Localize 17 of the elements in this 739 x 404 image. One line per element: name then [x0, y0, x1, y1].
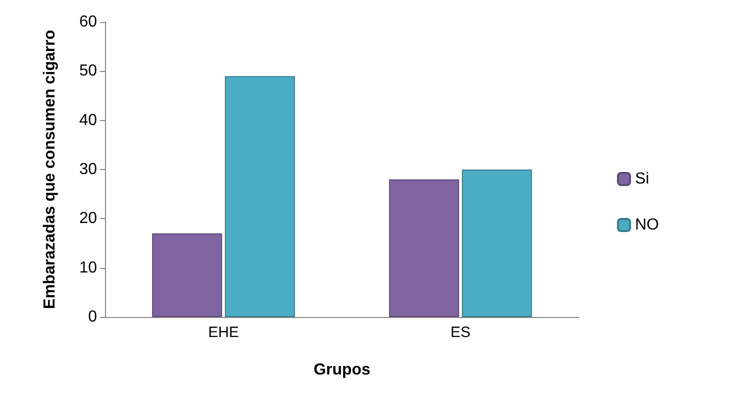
y-tick-label: 0: [88, 308, 98, 326]
x-tick-label: EHE: [208, 324, 239, 341]
y-axis-title: Embarazadas que consumen cigarro: [42, 30, 58, 310]
legend-label: NO: [635, 216, 659, 234]
y-tick-label: 50: [79, 62, 98, 80]
y-tick-label: 40: [79, 112, 98, 129]
bar: [224, 76, 295, 317]
y-tick-label: 30: [79, 161, 98, 178]
y-tick-label: 20: [79, 210, 98, 228]
y-tick-label: 10: [79, 259, 98, 276]
bar: [389, 179, 460, 317]
bar: [152, 233, 222, 317]
y-tick-label: 60: [79, 14, 98, 30]
x-tick-label: ES: [450, 324, 471, 341]
x-axis-title: Grupos: [314, 362, 371, 378]
legend-label: Si: [635, 170, 650, 188]
bar: [462, 170, 532, 317]
